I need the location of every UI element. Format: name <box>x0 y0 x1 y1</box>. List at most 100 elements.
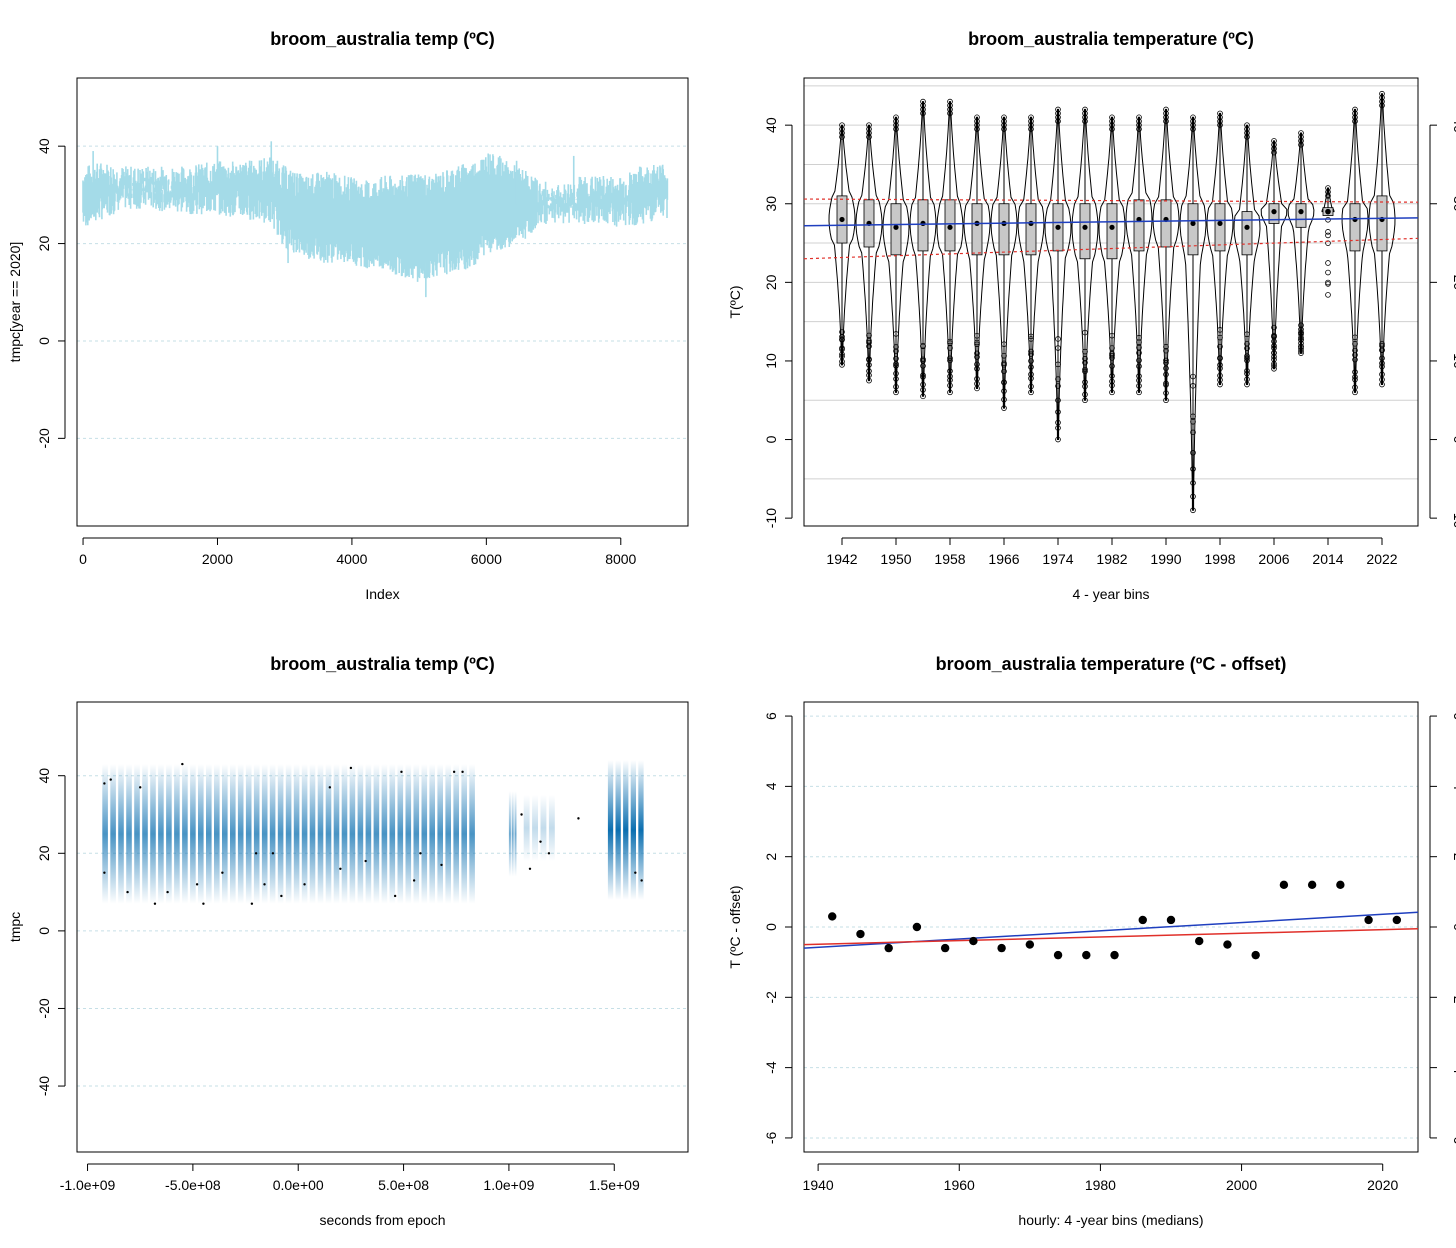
x-tick-label: 8000 <box>605 551 636 567</box>
outlier <box>947 382 953 389</box>
data-point <box>181 762 184 766</box>
outlier <box>974 122 980 128</box>
outlier <box>1082 391 1088 398</box>
density-stripe <box>150 764 156 904</box>
density-stripe <box>514 791 517 877</box>
x-tick-label: 2014 <box>1312 551 1343 567</box>
outlier <box>1136 118 1142 125</box>
outlier <box>1082 379 1088 385</box>
density-stripe <box>461 764 467 904</box>
y-tick-label: 0 <box>36 337 52 345</box>
outlier <box>893 114 899 121</box>
outlier <box>947 340 953 346</box>
y-axis-label: T(ºC) <box>727 285 743 318</box>
outlier <box>1109 122 1115 128</box>
outlier <box>1163 344 1169 350</box>
outlier <box>1325 240 1331 246</box>
outlier <box>1298 329 1304 336</box>
x-axis-label: Index <box>365 586 399 602</box>
data-point <box>1223 940 1232 949</box>
outlier <box>839 345 845 351</box>
violin <box>1125 116 1153 393</box>
outlier <box>1163 390 1169 396</box>
density-stripe <box>245 764 252 904</box>
outlier <box>1352 110 1358 117</box>
outlier <box>1244 130 1250 136</box>
box <box>1025 203 1037 256</box>
outlier <box>893 344 899 350</box>
density-stripe <box>158 764 164 904</box>
density-stripe <box>230 764 236 904</box>
right-tick-label: -6 <box>1451 1132 1456 1145</box>
plot-frame <box>76 701 689 1153</box>
outlier <box>1244 126 1250 132</box>
data-point <box>520 813 523 816</box>
outlier <box>1298 340 1304 347</box>
outlier <box>1244 134 1250 140</box>
outlier <box>1271 142 1277 148</box>
outlier <box>1379 343 1385 349</box>
violin <box>1368 93 1396 385</box>
outlier <box>1136 122 1142 128</box>
density-stripe <box>469 764 475 904</box>
outlier <box>920 98 926 105</box>
y-tick-label: 10 <box>763 353 779 369</box>
outlier <box>1217 122 1223 128</box>
violin <box>1260 140 1288 370</box>
data-point <box>1025 940 1035 949</box>
outlier <box>1379 355 1385 362</box>
outlier <box>866 343 872 350</box>
outlier <box>1028 336 1034 342</box>
right-tick-label: 40 <box>1451 117 1456 133</box>
violin <box>1017 116 1045 393</box>
outlier <box>1190 418 1196 425</box>
outlier <box>947 357 953 364</box>
density-stripe <box>532 795 538 862</box>
outlier <box>1271 361 1277 367</box>
right-tick-label: 30 <box>1451 196 1456 212</box>
outlier <box>1028 375 1034 382</box>
violin <box>1071 108 1099 401</box>
x-tick-label: 1966 <box>988 551 1019 567</box>
outlier <box>1244 353 1250 359</box>
panel-violin: broom_australia temperature (ºC) 4 - year… <box>727 29 1456 602</box>
outlier <box>1001 353 1007 359</box>
right-tick-label: 20 <box>1451 275 1456 291</box>
outlier <box>1325 292 1331 298</box>
density-stripe <box>373 764 380 904</box>
outlier <box>1136 363 1142 370</box>
outlier <box>947 102 953 109</box>
outlier <box>1190 413 1196 420</box>
right-tick-label: -4 <box>1451 1061 1456 1074</box>
x-tick-label: 0.0e+00 <box>273 1177 324 1193</box>
data-point <box>1364 915 1373 925</box>
y-tick-label: 40 <box>763 117 779 133</box>
outlier <box>1109 378 1115 385</box>
violin <box>1152 108 1180 401</box>
panel-temp-2020: broom_australia temp (ºC) Index tmpc[year … <box>7 29 689 602</box>
violin <box>882 116 910 393</box>
violin <box>1044 108 1072 440</box>
density-stripe <box>222 764 228 904</box>
data-point <box>280 894 283 898</box>
x-tick-label: 1958 <box>934 551 965 567</box>
outlier <box>1055 345 1061 351</box>
density-stripe <box>102 764 108 904</box>
outlier <box>866 368 872 374</box>
outlier <box>1001 341 1007 347</box>
outlier <box>839 329 845 335</box>
outlier <box>1190 466 1196 472</box>
outlier <box>1055 106 1061 113</box>
box <box>1241 211 1253 256</box>
outlier <box>1109 355 1115 361</box>
panel-epoch: broom_australia temp (ºC) seconds from ep… <box>7 654 689 1228</box>
outlier <box>866 122 872 128</box>
data-point <box>1251 950 1260 960</box>
data-point <box>195 883 199 886</box>
y-axis-label: T (ºC - offset) <box>727 885 743 968</box>
outlier <box>1190 493 1196 500</box>
outlier <box>1001 126 1007 132</box>
outlier <box>1163 365 1169 372</box>
density-stripe <box>397 764 404 904</box>
